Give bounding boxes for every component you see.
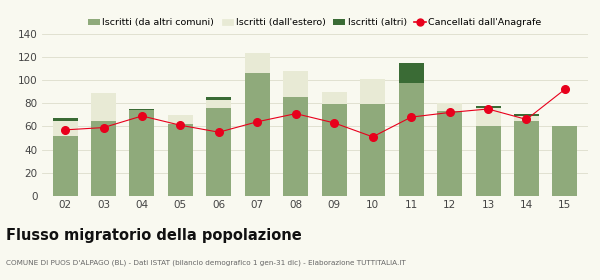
Bar bbox=[476, 108, 500, 126]
Legend: Iscritti (da altri comuni), Iscritti (dall'estero), Iscritti (altri), Cancellati: Iscritti (da altri comuni), Iscritti (da… bbox=[88, 18, 542, 27]
Bar bbox=[437, 103, 462, 111]
Bar bbox=[168, 124, 193, 196]
Bar bbox=[53, 121, 77, 136]
Bar bbox=[245, 53, 270, 73]
Bar bbox=[514, 116, 539, 121]
Bar bbox=[283, 71, 308, 97]
Text: Flusso migratorio della popolazione: Flusso migratorio della popolazione bbox=[6, 228, 302, 243]
Bar bbox=[360, 104, 385, 196]
Bar bbox=[53, 118, 77, 121]
Bar bbox=[360, 79, 385, 104]
Bar bbox=[206, 97, 232, 100]
Bar bbox=[168, 115, 193, 124]
Bar bbox=[130, 109, 154, 110]
Bar bbox=[437, 111, 462, 196]
Bar bbox=[206, 100, 232, 108]
Bar bbox=[53, 136, 77, 196]
Bar bbox=[398, 63, 424, 83]
Bar bbox=[514, 121, 539, 196]
Bar bbox=[91, 121, 116, 196]
Bar bbox=[553, 126, 577, 196]
Bar bbox=[476, 106, 500, 108]
Bar bbox=[476, 126, 500, 196]
Bar bbox=[91, 93, 116, 121]
Bar bbox=[206, 108, 232, 196]
Bar bbox=[245, 73, 270, 196]
Bar bbox=[283, 97, 308, 196]
Bar bbox=[130, 110, 154, 196]
Bar bbox=[514, 114, 539, 116]
Bar bbox=[322, 92, 347, 104]
Bar bbox=[322, 104, 347, 196]
Text: COMUNE DI PUOS D'ALPAGO (BL) - Dati ISTAT (bilancio demografico 1 gen-31 dic) - : COMUNE DI PUOS D'ALPAGO (BL) - Dati ISTA… bbox=[6, 259, 406, 265]
Bar bbox=[398, 83, 424, 196]
